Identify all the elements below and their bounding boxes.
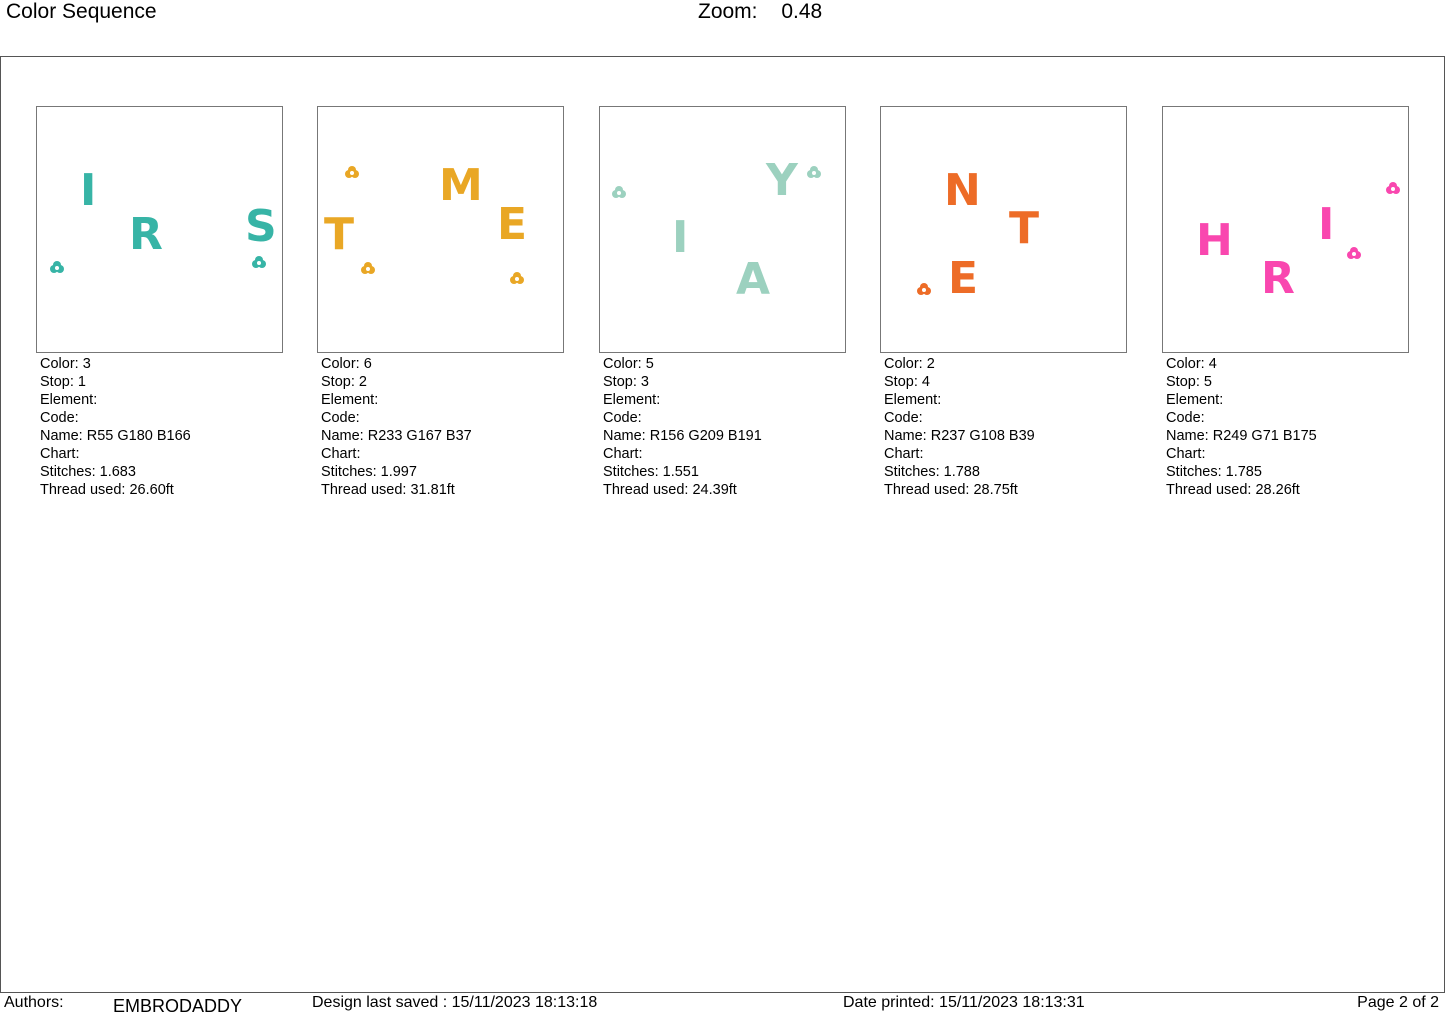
flower-icon — [345, 166, 359, 178]
flower-icon — [510, 272, 524, 284]
thumb-4-letter-3: E — [948, 253, 978, 304]
color-info-4: Color: 2 Stop: 4 Element: Code: Name: R2… — [884, 355, 1127, 499]
thumb-5-letter-3: R — [1261, 253, 1295, 304]
info-thread: Thread used: 26.60ft — [40, 482, 174, 498]
thumb-3-letter-3: A — [736, 254, 770, 305]
color-info-5: Color: 4 Stop: 5 Element: Code: Name: R2… — [1166, 355, 1409, 499]
info-thread: Thread used: 31.81ft — [321, 482, 455, 498]
flower-icon — [361, 262, 375, 274]
info-stop: Stop: 5 — [1166, 374, 1212, 390]
info-chart: Chart: — [321, 446, 361, 462]
info-stitches: Stitches: 1.551 — [603, 464, 699, 480]
thumbnail-2: M T E — [317, 106, 564, 353]
color-card-4: N T E Color: 2 Stop: 4 Element: Code: Na… — [880, 106, 1127, 499]
zoom-readout: Zoom: 0.48 — [698, 0, 822, 24]
info-element: Element: — [884, 392, 942, 408]
info-color: Color: 3 — [40, 356, 91, 372]
info-code: Code: — [884, 410, 923, 426]
info-thread: Thread used: 28.75ft — [884, 482, 1018, 498]
color-info-3: Color: 5 Stop: 3 Element: Code: Name: R1… — [603, 355, 846, 499]
info-chart: Chart: — [603, 446, 643, 462]
info-name: Name: R156 G209 B191 — [603, 428, 762, 444]
info-stitches: Stitches: 1.788 — [884, 464, 980, 480]
info-stop: Stop: 1 — [40, 374, 86, 390]
info-code: Code: — [603, 410, 642, 426]
thumbnail-4-drawing: N T E — [917, 165, 1039, 304]
thumbnail-1-drawing: I R S — [50, 165, 277, 273]
page-footer: Authors: EMBRODADDY Design last saved : … — [0, 993, 1445, 1019]
thumb-1-letter-1: I — [80, 165, 96, 216]
flower-icon — [612, 186, 626, 198]
zoom-label: Zoom: — [698, 0, 758, 23]
thumbnail-5-drawing: H I R — [1196, 182, 1400, 304]
thumb-4-letter-2: T — [1009, 203, 1039, 254]
color-sequence-sheet: I R S Color: 3 Stop: 1 Element: Code: Na… — [0, 56, 1445, 993]
thumbnail-3-drawing: Y I A — [612, 155, 821, 305]
thumbnail-4: N T E — [880, 106, 1127, 353]
info-stitches: Stitches: 1.785 — [1166, 464, 1262, 480]
info-stop: Stop: 2 — [321, 374, 367, 390]
color-card-1: I R S Color: 3 Stop: 1 Element: Code: Na… — [36, 106, 283, 499]
info-code: Code: — [321, 410, 360, 426]
info-thread: Thread used: 24.39ft — [603, 482, 737, 498]
thumb-1-letter-2: R — [129, 209, 163, 260]
page-number: Page 2 of 2 — [1357, 994, 1439, 1011]
info-color: Color: 2 — [884, 356, 935, 372]
info-name: Name: R249 G71 B175 — [1166, 428, 1317, 444]
thumb-1-letter-3: S — [245, 201, 277, 252]
thumb-3-letter-2: I — [672, 212, 688, 263]
info-element: Element: — [40, 392, 98, 408]
info-thread: Thread used: 28.26ft — [1166, 482, 1300, 498]
thumb-2-letter-1: M — [439, 160, 483, 211]
info-chart: Chart: — [40, 446, 80, 462]
info-stop: Stop: 3 — [603, 374, 649, 390]
authors-value: EMBRODADDY — [113, 996, 243, 1016]
info-chart: Chart: — [1166, 446, 1206, 462]
flower-icon — [807, 166, 821, 178]
info-code: Code: — [1166, 410, 1205, 426]
info-color: Color: 5 — [603, 356, 654, 372]
color-card-3: Y I A Color: 5 Stop: 3 Element: Code: Na… — [599, 106, 846, 499]
thumbnail-3: Y I A — [599, 106, 846, 353]
info-chart: Chart: — [884, 446, 924, 462]
info-color: Color: 6 — [321, 356, 372, 372]
design-last-saved: Design last saved : 15/11/2023 18:13:18 — [312, 994, 598, 1011]
flower-icon — [917, 283, 931, 295]
zoom-value: 0.48 — [781, 0, 823, 23]
info-stop: Stop: 4 — [884, 374, 930, 390]
date-printed: Date printed: 15/11/2023 18:13:31 — [843, 994, 1085, 1011]
authors-label: Authors: — [4, 994, 64, 1011]
color-card-2: M T E Color: 6 Stop: 2 Element: Code: Na… — [317, 106, 564, 499]
thumb-5-letter-1: H — [1196, 215, 1233, 266]
page-title: Color Sequence — [6, 0, 157, 23]
color-info-2: Color: 6 Stop: 2 Element: Code: Name: R2… — [321, 355, 564, 499]
thumb-3-letter-1: Y — [765, 155, 799, 206]
flower-icon — [1347, 247, 1361, 259]
flower-icon — [252, 256, 266, 268]
info-element: Element: — [1166, 392, 1224, 408]
thumb-2-letter-3: E — [497, 199, 527, 250]
info-stitches: Stitches: 1.683 — [40, 464, 136, 480]
thumb-2-letter-2: T — [324, 209, 354, 260]
thumbnail-5: H I R — [1162, 106, 1409, 353]
color-card-5: H I R Color: 4 Stop: 5 Element: Code: Na… — [1162, 106, 1409, 499]
info-element: Element: — [603, 392, 661, 408]
flower-icon — [1386, 182, 1400, 194]
thumb-5-letter-2: I — [1318, 199, 1334, 250]
info-element: Element: — [321, 392, 379, 408]
color-info-1: Color: 3 Stop: 1 Element: Code: Name: R5… — [40, 355, 283, 499]
thumbnail-1: I R S — [36, 106, 283, 353]
info-color: Color: 4 — [1166, 356, 1217, 372]
info-name: Name: R237 G108 B39 — [884, 428, 1035, 444]
info-name: Name: R233 G167 B37 — [321, 428, 472, 444]
info-code: Code: — [40, 410, 79, 426]
flower-icon — [50, 261, 64, 273]
thumbnail-2-drawing: M T E — [324, 160, 527, 284]
thumb-4-letter-1: N — [944, 165, 981, 216]
info-stitches: Stitches: 1.997 — [321, 464, 417, 480]
info-name: Name: R55 G180 B166 — [40, 428, 191, 444]
